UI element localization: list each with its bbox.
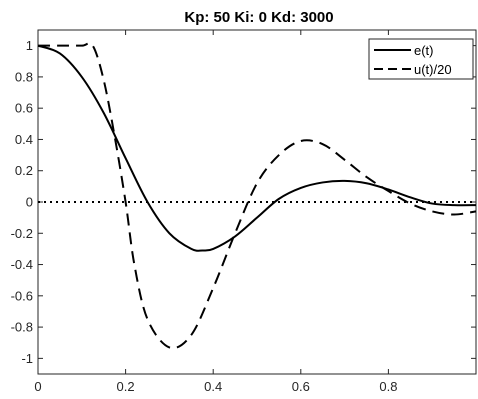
x-tick-label: 0.6 — [292, 379, 310, 394]
y-tick-label: 0.6 — [15, 101, 33, 116]
x-tick-label: 0.2 — [117, 379, 135, 394]
y-tick-label: -0.2 — [11, 226, 33, 241]
x-tick-label: 0.8 — [379, 379, 397, 394]
chart-title: Kp: 50 Ki: 0 Kd: 3000 — [184, 9, 333, 26]
series-line-e — [37, 44, 477, 252]
legend: e(t) u(t)/20 — [368, 38, 474, 80]
y-tick-label: -0.8 — [11, 320, 33, 335]
y-tick-label: 0.2 — [15, 163, 33, 178]
legend-label-e: e(t) — [414, 43, 434, 58]
y-tick-label: -0.6 — [11, 288, 33, 303]
y-tick-label: 0.8 — [15, 69, 33, 84]
x-tick-label: 0 — [34, 379, 41, 394]
x-tick-label: 0.4 — [204, 379, 222, 394]
series-line-u — [38, 42, 477, 350]
legend-label-u: u(t)/20 — [414, 62, 452, 77]
y-tick-label: 1 — [26, 38, 33, 53]
y-tick-label: -0.4 — [11, 257, 33, 272]
y-tick-label: 0 — [26, 195, 33, 210]
y-tick-label: 0.4 — [15, 132, 33, 147]
y-tick-label: -1 — [21, 351, 33, 366]
legend-box — [368, 38, 474, 80]
